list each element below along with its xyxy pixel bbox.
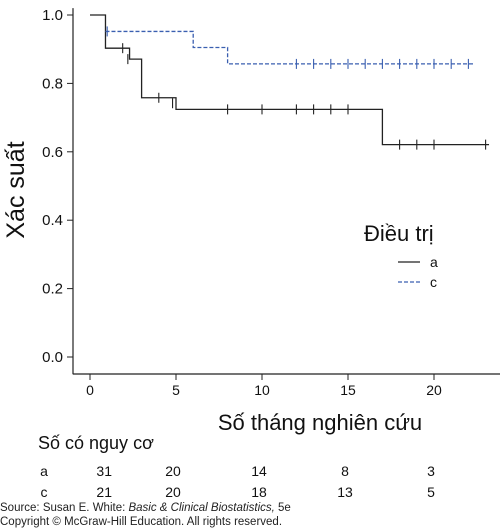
risk-value: 8	[341, 463, 349, 479]
legend-title: Điều trị	[364, 221, 434, 246]
risk-value: 31	[96, 463, 112, 479]
legend-label-a: a	[430, 254, 438, 270]
source-book: Basic & Clinical Biostatistics,	[128, 502, 275, 514]
risk-value: 3	[427, 463, 435, 479]
series-line-c	[105, 30, 474, 65]
x-tick-label: 0	[86, 382, 94, 398]
y-tick-label: 0.6	[42, 144, 63, 161]
risk-value: 18	[251, 484, 267, 500]
risk-value: 13	[337, 484, 353, 500]
x-tick-label: 10	[254, 382, 270, 398]
y-tick-label: 1.0	[42, 7, 63, 24]
x-axis-label: Số tháng nghiên cứu	[218, 410, 422, 435]
risk-value: 5	[427, 484, 435, 500]
y-axis-label: Xác suất	[2, 141, 30, 238]
risk-row-label: c	[41, 484, 48, 500]
risk-value: 20	[165, 463, 181, 479]
source-prefix: Source: Susan E. White:	[0, 502, 129, 514]
source-suffix: 5e	[274, 502, 291, 514]
series-line-a	[90, 14, 490, 146]
y-tick-label: 0.8	[42, 75, 63, 92]
x-tick-label: 15	[340, 382, 356, 398]
source-line: Source: Susan E. White: Basic & Clinical…	[0, 502, 291, 514]
y-tick-label: 0.2	[42, 281, 63, 298]
risk-table-title: Số có nguy cơ	[38, 433, 154, 453]
risk-value: 20	[165, 484, 181, 500]
risk-value: 21	[96, 484, 112, 500]
copyright-line: Copyright © McGraw-Hill Education. All r…	[0, 516, 283, 528]
legend-label-c: c	[430, 274, 437, 290]
kaplan-meier-chart: 0.0 0.2 0.4 0.6 0.8 1.0 0 5 10 15 20 Xác suất Số thá…	[2, 7, 500, 500]
risk-row-label: a	[40, 463, 48, 479]
x-tick-label: 5	[172, 382, 180, 398]
y-tick-label: 0.4	[42, 212, 63, 229]
y-tick-label: 0.0	[42, 349, 63, 366]
risk-value: 14	[251, 463, 267, 479]
x-tick-label: 20	[426, 382, 442, 398]
